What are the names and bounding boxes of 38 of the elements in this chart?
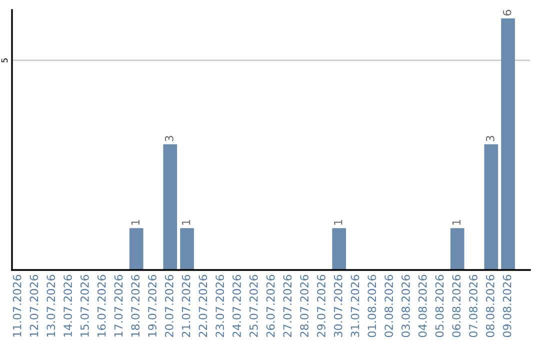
x-tick-label: 27.07.2026 [283,274,292,337]
x-tick-label: 19.07.2026 [148,274,156,337]
x-tick-label: 07.08.2026 [469,274,478,338]
x-tick-label: 29.07.2026 [317,274,326,337]
x-tick-label: 02.08.2026 [384,274,393,338]
x-tick-label: 23.07.2026 [216,274,224,337]
x-tick-label: 15.07.2026 [80,274,89,337]
data-label: 6 [502,10,512,16]
x-tick-label: 16.07.2026 [97,274,106,337]
x-tick-label: 12.07.2026 [30,274,38,337]
x-tick-label: 14.07.2026 [64,274,72,337]
x-tick-label: 26.07.2026 [266,274,275,337]
data-label: 3 [164,136,174,142]
x-tick-label: 31.07.2026 [350,274,360,337]
x-tick-label: 28.07.2026 [300,274,309,337]
x-tick-label: 08.08.2026 [486,274,494,338]
x-tick-label: 22.07.2026 [198,274,208,337]
x-tick-label: 04.08.2026 [418,274,427,338]
y-tick-label: 5 [1,58,8,62]
x-tick-label: 17.07.2026 [114,274,123,337]
data-label: 1 [131,220,140,225]
x-tick-label: 03.08.2026 [401,274,410,338]
x-tick-label: 13.07.2026 [46,274,56,337]
x-tick-label: 01.08.2026 [368,274,376,338]
x-tick-label: 18.07.2026 [131,274,140,337]
data-label: 1 [452,220,460,225]
data-label: 1 [334,220,342,225]
x-tick-label: 09.08.2026 [502,274,512,338]
data-label: 1 [182,220,190,225]
x-tick-label: 21.07.2026 [182,274,190,337]
x-tick-label: 30.07.2026 [334,274,342,337]
data-label: 3 [486,136,494,142]
x-tick-label: 25.07.2026 [249,274,258,337]
x-tick-label: 05.08.2026 [435,274,444,338]
x-tick-label: 11.07.2026 [12,274,22,337]
x-tick-label: 06.08.2026 [452,274,461,338]
x-tick-label: 20.07.2026 [164,274,174,337]
x-tick-label: 24.07.2026 [232,274,241,337]
